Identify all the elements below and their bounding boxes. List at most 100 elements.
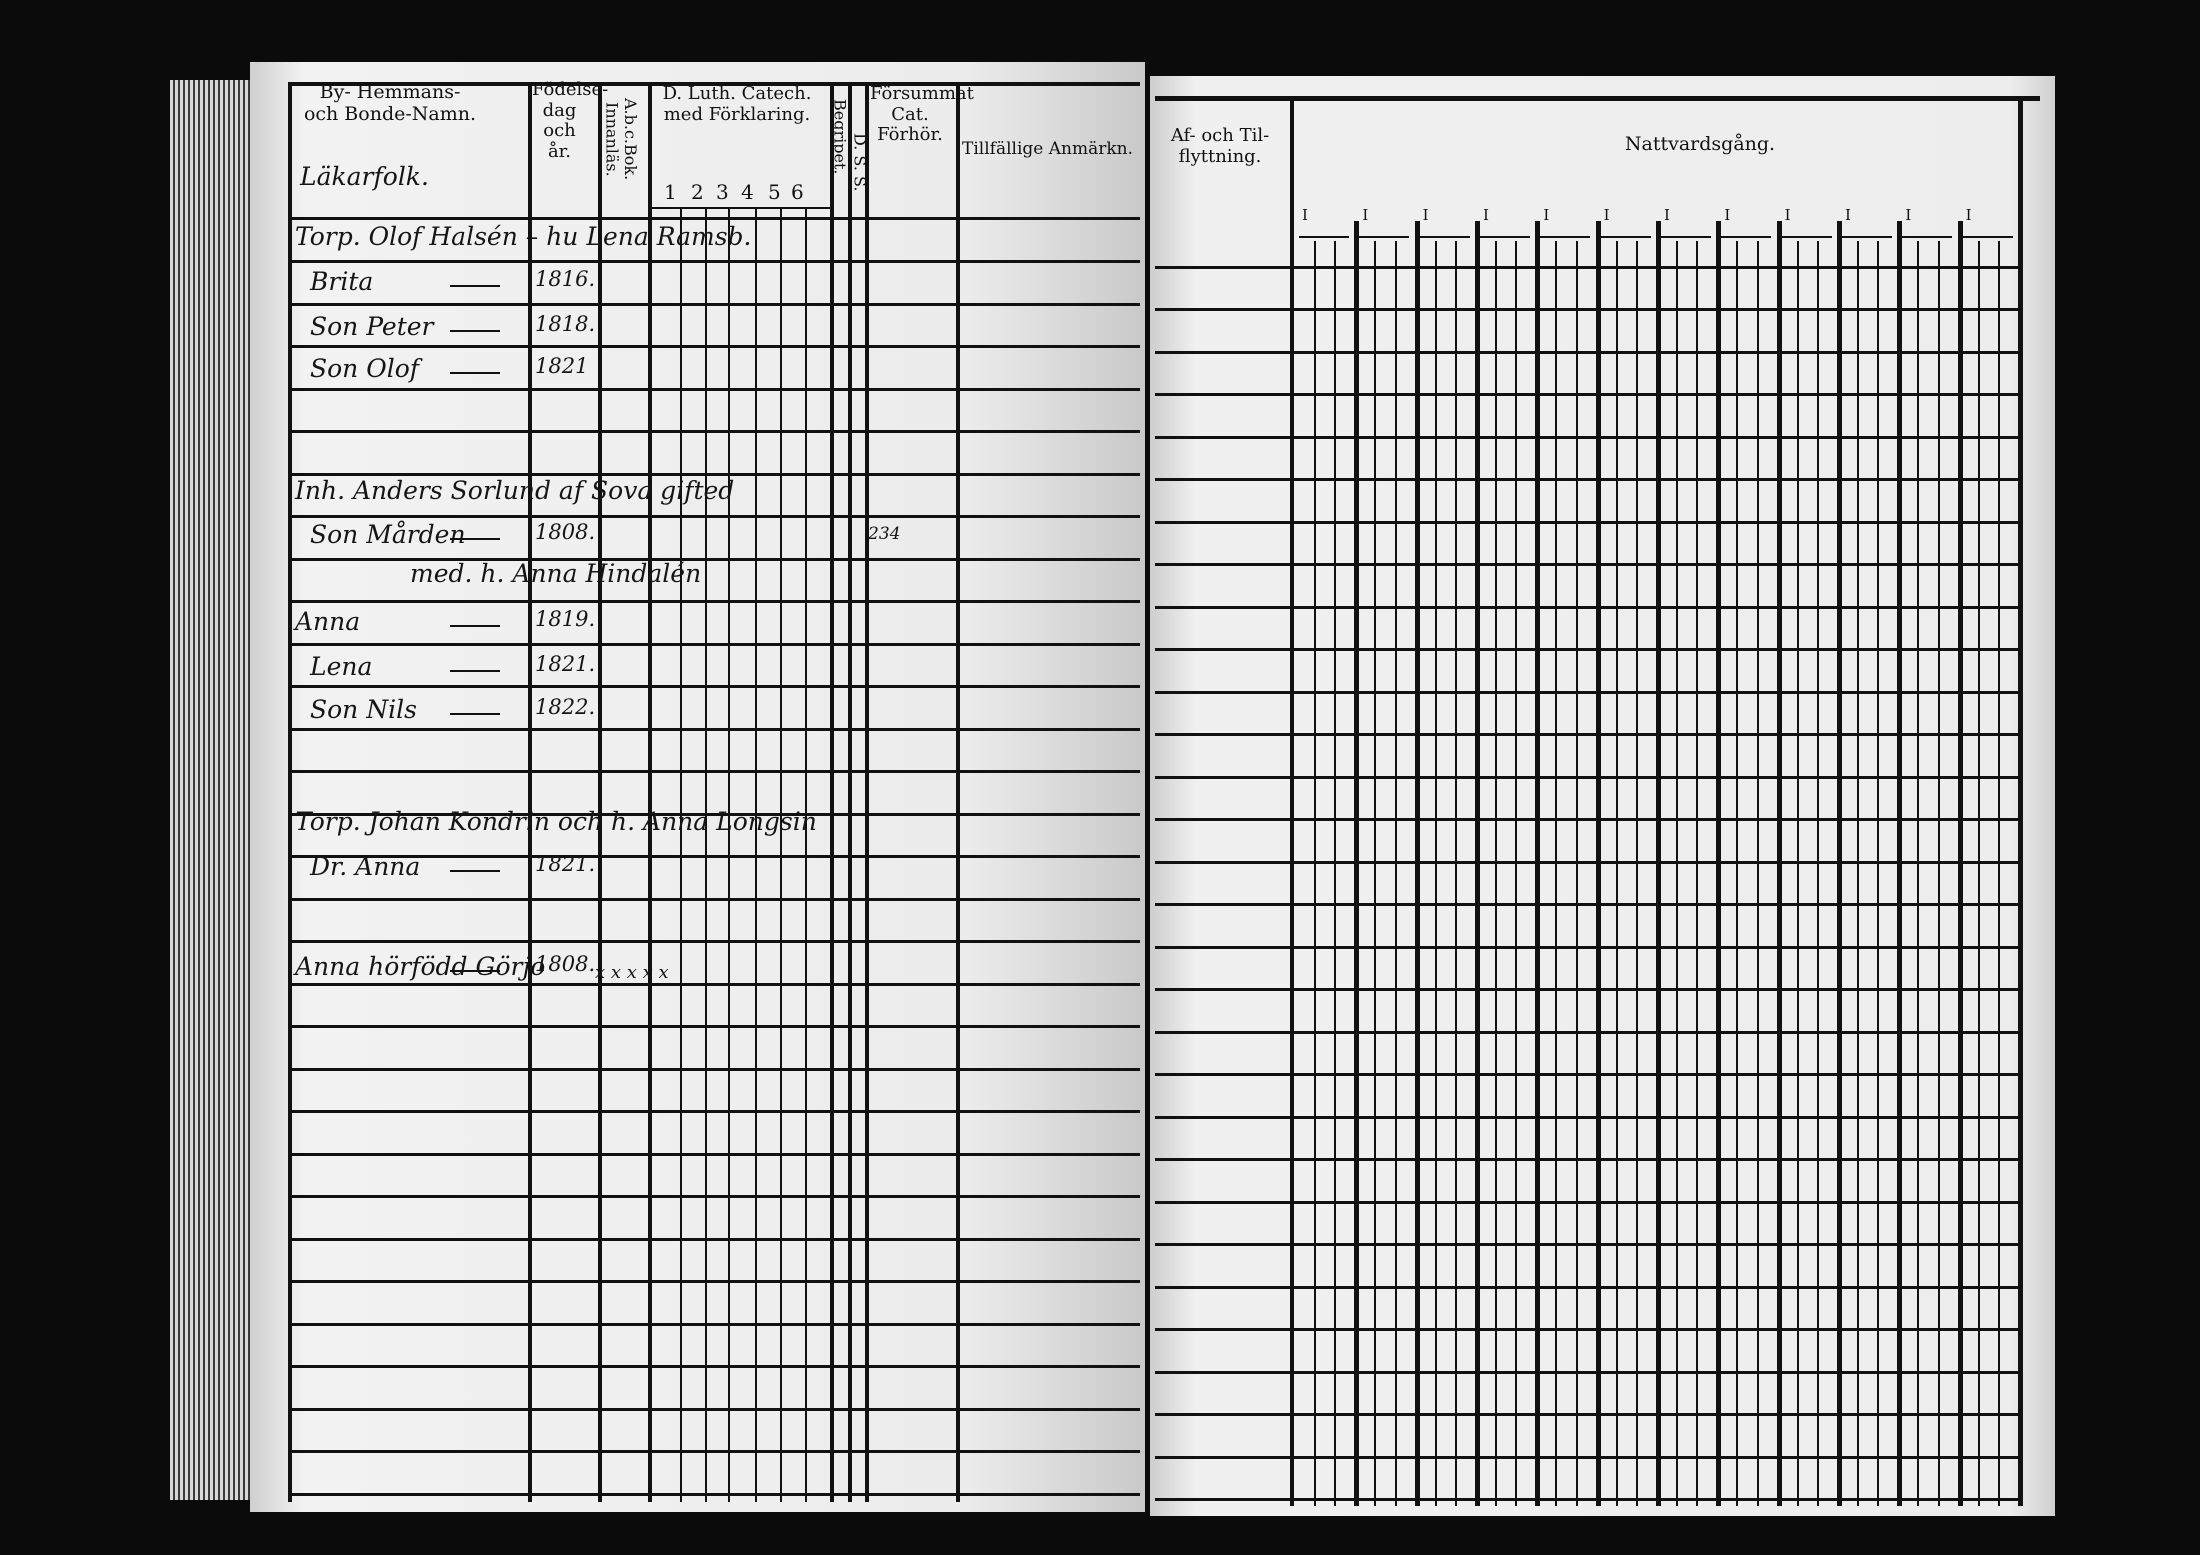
row-line <box>1155 776 2020 779</box>
communion-subheader-line <box>1540 236 1591 238</box>
communion-mark: I <box>1905 206 1912 224</box>
row-line <box>288 983 1140 986</box>
row-line <box>1155 1073 2020 1076</box>
catechism-column-number: 4 <box>741 180 754 204</box>
entry-name: Son Mården <box>310 520 466 549</box>
communion-subheader-line <box>1902 236 1953 238</box>
row-line <box>288 558 1140 561</box>
entry-name: Son Olof <box>310 354 420 383</box>
communion-subheader-line <box>1721 236 1772 238</box>
row-line <box>288 770 1140 773</box>
communion-subline <box>1435 241 1437 1506</box>
row-line <box>1155 308 2020 311</box>
row-line <box>288 813 1140 816</box>
row-line <box>1155 1031 2020 1034</box>
column-line <box>956 82 960 1502</box>
entry-birth-year: 1822. <box>535 695 596 719</box>
communion-subline <box>1978 241 1980 1506</box>
header-catechism: D. Luth. Catech. med Förklaring. <box>662 83 812 125</box>
column-line <box>805 207 807 1502</box>
entry-name: Lena <box>310 652 373 681</box>
row-line <box>288 940 1140 943</box>
communion-subline <box>1616 241 1618 1506</box>
row-line <box>1155 818 2020 821</box>
entry-birth-year: 1821. <box>535 852 596 876</box>
row-line <box>1155 1456 2020 1459</box>
header-communion: Nattvardsgång. <box>1624 133 1776 155</box>
row-line <box>1155 946 2020 949</box>
row-line <box>288 728 1140 731</box>
row-line <box>1155 521 2020 524</box>
catechism-column-number: 2 <box>691 180 704 204</box>
entry-birth-year: 1821 <box>535 354 589 378</box>
row-line <box>1155 861 2020 864</box>
entry-name: Inh. Anders Sorlund af Sova gifted <box>295 476 735 505</box>
entry-name: Son Nils <box>310 695 417 724</box>
header-begripet: Begripet. <box>830 99 850 175</box>
communion-subline <box>1395 241 1397 1506</box>
header-moving: Af- och Til-flyttning. <box>1170 125 1270 167</box>
column-line <box>830 82 834 1502</box>
entry-name: Brita <box>310 267 374 296</box>
communion-mark: I <box>1724 206 1731 224</box>
communion-mark: I <box>1603 206 1610 224</box>
row-line <box>1155 563 2020 566</box>
communion-subline <box>1515 241 1517 1506</box>
communion-mark: I <box>1845 206 1851 224</box>
row-line <box>288 1408 1140 1411</box>
catechism-column-number: 1 <box>664 180 677 204</box>
row-line <box>288 643 1140 646</box>
subheader-line <box>650 207 830 209</box>
column-line <box>598 82 602 1502</box>
communion-mark: I <box>1543 206 1550 224</box>
row-line <box>288 600 1140 603</box>
communion-mark: I <box>1362 206 1369 224</box>
communion-subheader-line <box>1963 236 2014 238</box>
row-line <box>1155 1286 2020 1289</box>
header-birth: Födelse-dag och år. <box>532 79 609 163</box>
right-page: Af- och Til-flyttning. Nattvardsgång. I I… <box>1150 76 2055 1516</box>
row-line <box>288 1153 1140 1156</box>
dash <box>450 670 500 672</box>
header-forsummat: Försummat Cat. Förhör. <box>870 83 974 146</box>
row-line <box>1155 606 2020 609</box>
row-line <box>288 345 1140 348</box>
frame-top <box>288 82 1140 86</box>
row-line <box>1155 1498 2020 1501</box>
entry-birth-year: 1808. <box>535 520 596 544</box>
dash <box>450 372 500 374</box>
margin-note: 234 <box>868 524 901 544</box>
entry-name: Son Peter <box>310 312 434 341</box>
column-line <box>680 207 682 1502</box>
communion-subline <box>1676 241 1678 1506</box>
dash <box>450 625 500 627</box>
communion-subline <box>1314 241 1316 1506</box>
entry-name: Torp. Olof Halsén – hu Lena Ramsb. <box>295 222 752 251</box>
row-line <box>1155 903 2020 906</box>
entry-name: med. h. Anna Hindalén <box>410 559 702 588</box>
header-ds: D. S. S. <box>850 132 870 192</box>
column-line <box>755 207 757 1502</box>
catechism-column-number: 6 <box>791 180 804 204</box>
communion-mark: I <box>1422 206 1429 224</box>
header-abc: A.b.c.Bok. Innanläs. <box>602 97 640 181</box>
frame-top <box>1155 96 2040 101</box>
communion-subline <box>1495 241 1497 1506</box>
dash <box>450 870 500 872</box>
entry-birth-year: 1816. <box>535 267 596 291</box>
communion-subline <box>1797 241 1799 1506</box>
row-line <box>1155 988 2020 991</box>
dash <box>450 330 500 332</box>
column-line <box>705 207 707 1502</box>
dash <box>450 285 500 287</box>
catechism-column-number: 3 <box>716 180 729 204</box>
left-page: By- Hemmans- och Bonde-Namn. Födelse-dag… <box>250 62 1145 1512</box>
header-name: By- Hemmans- och Bonde-Namn. <box>303 81 477 125</box>
communion-subline <box>1938 241 1940 1506</box>
dash <box>450 713 500 715</box>
row-line <box>288 1110 1140 1113</box>
communion-subheader-line <box>1299 236 1350 238</box>
row-line <box>288 898 1140 901</box>
row-line <box>288 388 1140 391</box>
row-line <box>1155 1116 2020 1119</box>
